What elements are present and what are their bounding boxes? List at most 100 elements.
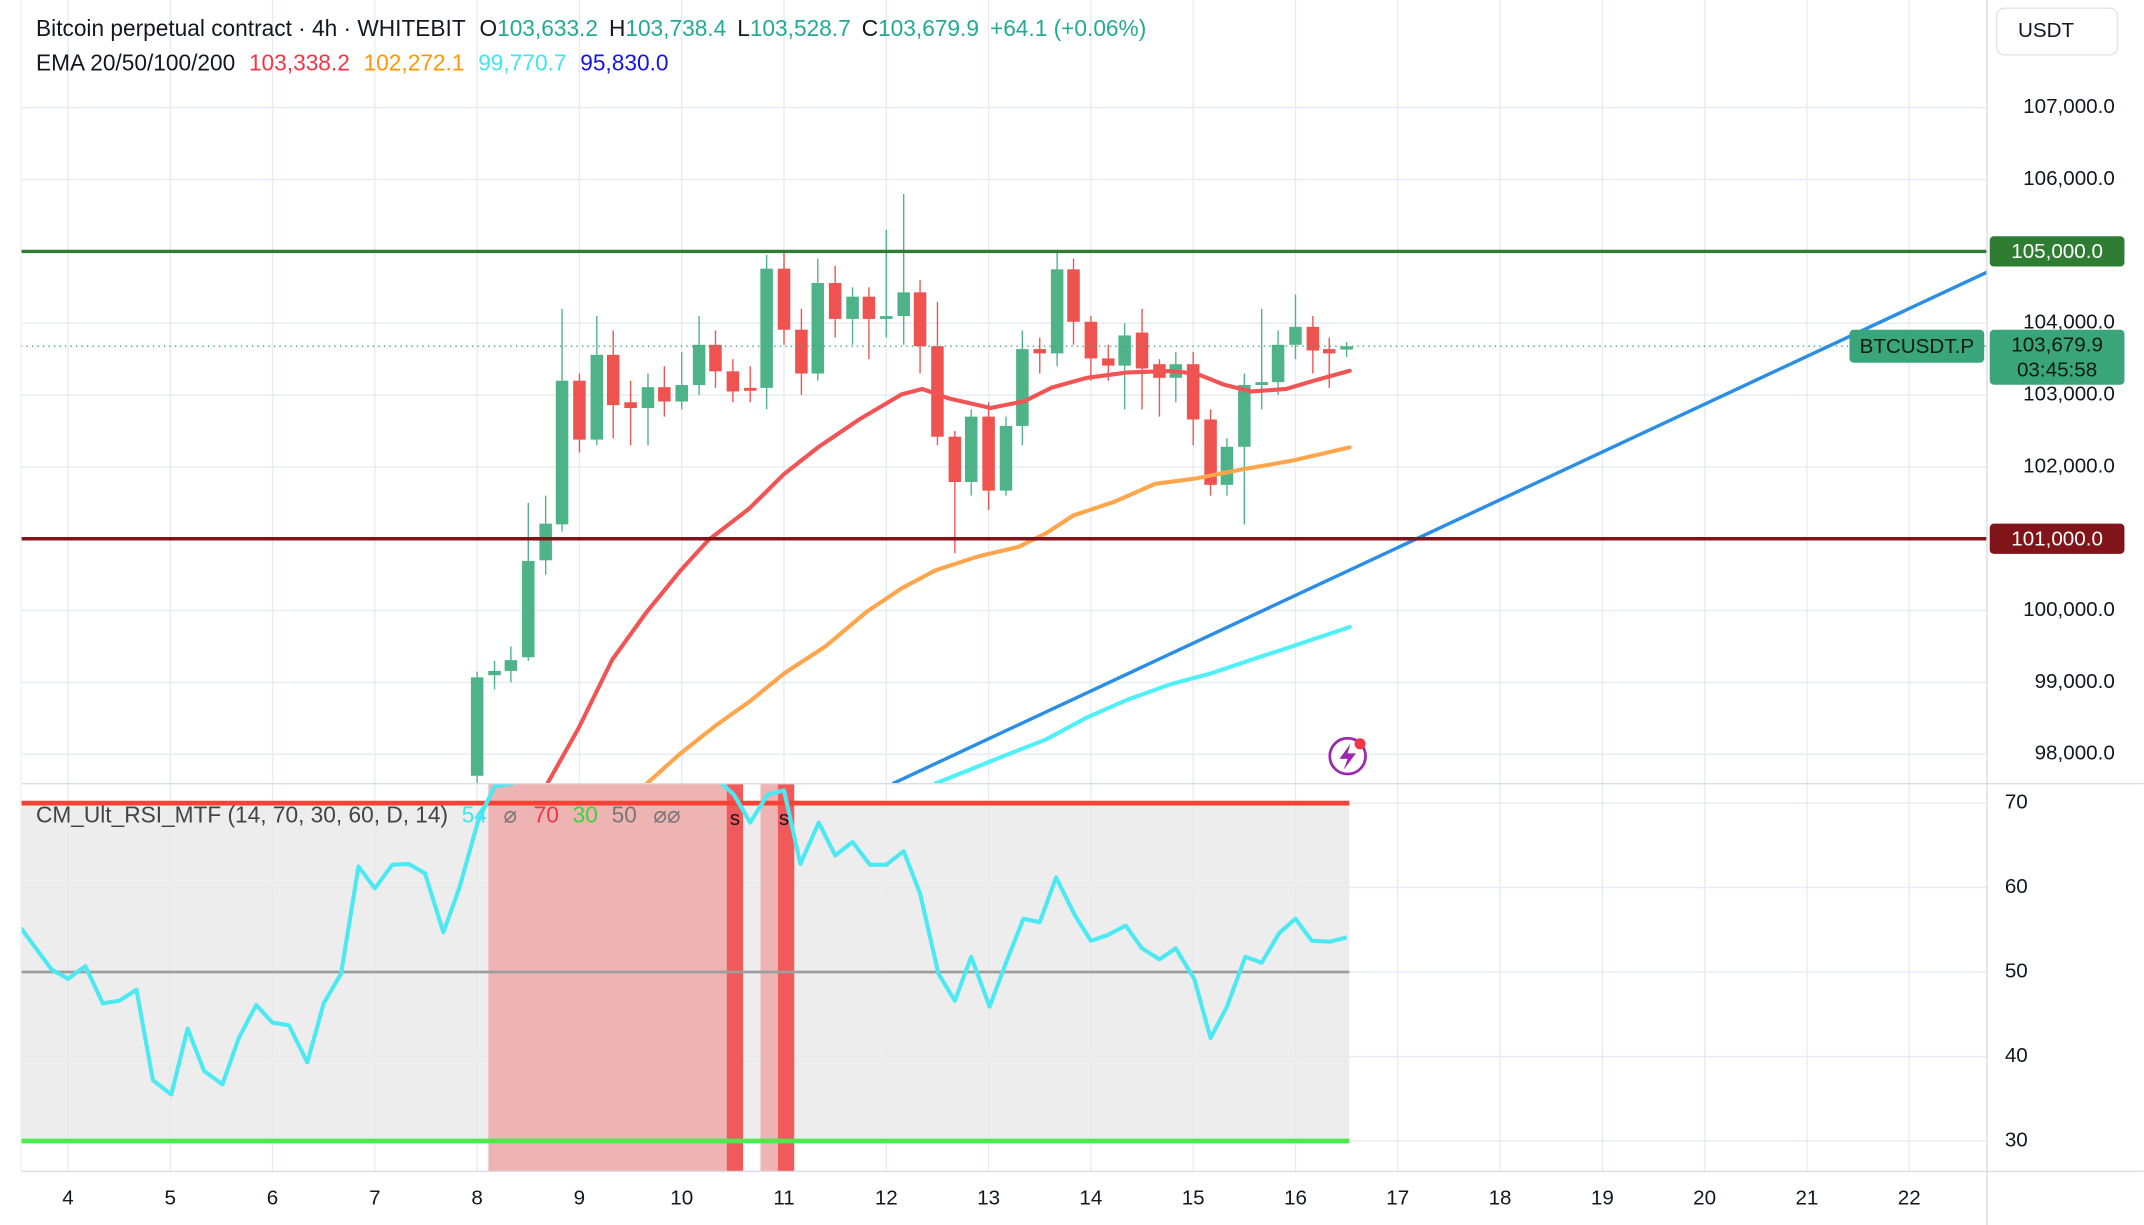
candle-body xyxy=(795,329,808,374)
ohlc-key: O xyxy=(479,15,497,41)
trend-line xyxy=(891,270,1987,784)
candle-body xyxy=(1067,269,1080,322)
candle-body xyxy=(1050,269,1064,354)
candle-body xyxy=(846,296,859,319)
x-tick-label: 13 xyxy=(977,1186,1000,1209)
level-tag xyxy=(1989,236,2125,267)
y-tick-label: 99,000.0 xyxy=(2035,670,2115,693)
candle-body xyxy=(982,416,995,491)
level-tag xyxy=(1989,523,2125,554)
rsi-value: 50 xyxy=(612,802,637,828)
symbol-title: Bitcoin perpetual contract · 4h · WHITEB… xyxy=(36,15,466,41)
x-tick-label: 15 xyxy=(1182,1186,1205,1209)
y-tick-label: 70 xyxy=(2005,791,2028,814)
ohlc-value: 103,738.4 xyxy=(625,15,726,41)
x-tick-label: 22 xyxy=(1898,1186,1921,1209)
candle-body xyxy=(948,436,962,482)
ohlc-value: 103,679.9 xyxy=(878,15,979,41)
signal-label: s xyxy=(779,807,789,830)
y-tick-label: 100,000.0 xyxy=(2023,598,2115,621)
alert-icon[interactable] xyxy=(1328,736,1367,776)
ema-value: 103,338.2 xyxy=(249,50,350,76)
candle-body xyxy=(692,344,706,386)
candle-body xyxy=(539,523,552,561)
candle-body xyxy=(1186,364,1200,420)
price-pane xyxy=(20,193,1987,784)
rsi-value: 30 xyxy=(573,802,598,828)
candle-body xyxy=(1118,335,1131,366)
candle-body xyxy=(658,387,671,402)
y-tick-label: 98,000.0 xyxy=(2035,742,2115,765)
signal-zone xyxy=(726,783,744,1172)
countdown: 03:45:58 xyxy=(2017,358,2097,381)
signal-zone xyxy=(760,783,778,1172)
ohlc-key: H xyxy=(609,15,625,41)
candle-body xyxy=(555,380,569,525)
candle-body xyxy=(913,292,927,347)
change: +64.1 (+0.06%) xyxy=(990,15,1146,41)
candle-body xyxy=(777,268,791,330)
x-tick-label: 19 xyxy=(1591,1186,1614,1209)
candle-body xyxy=(709,344,722,372)
candle-body xyxy=(760,268,773,388)
candle-body xyxy=(1255,382,1268,386)
x-tick-label: 16 xyxy=(1284,1186,1307,1209)
y-tick-label: 107,000.0 xyxy=(2023,95,2115,118)
x-tick-label: 21 xyxy=(1795,1186,1818,1209)
y-tick-label: 104,000.0 xyxy=(2023,311,2115,334)
price-label: 103,679.9 xyxy=(2011,334,2103,357)
candle-body xyxy=(606,354,620,406)
ohlc-value: 103,528.7 xyxy=(750,15,851,41)
alert-bolt[interactable] xyxy=(1339,743,1356,770)
candle-body xyxy=(624,402,637,408)
candle-body xyxy=(811,283,825,374)
y-tick-label: 40 xyxy=(2005,1044,2028,1067)
x-tick-label: 4 xyxy=(62,1186,73,1209)
candle-body xyxy=(1238,385,1251,447)
candle-body xyxy=(1220,446,1234,485)
candle-body xyxy=(573,380,586,440)
candle-body xyxy=(1033,349,1047,354)
y-tick-label: 30 xyxy=(2005,1128,2028,1151)
candle-body xyxy=(1102,358,1115,366)
x-tick-label: 8 xyxy=(471,1186,482,1209)
rsi-value: 54 xyxy=(462,802,487,828)
candle-body xyxy=(470,677,484,776)
candle-body xyxy=(1340,346,1353,350)
candle-body xyxy=(999,425,1013,491)
candle-body xyxy=(726,371,740,392)
y-tick-label: 103,000.0 xyxy=(2023,383,2115,406)
currency-label[interactable]: USDT xyxy=(2018,19,2075,42)
level-label: 105,000.0 xyxy=(2011,240,2103,263)
x-tick-label: 18 xyxy=(1489,1186,1512,1209)
ema-line xyxy=(545,368,1352,784)
axes: 4 5 6 7 8 9 10 11 12 13 14 15 16 17 18 19 20 21 22 98,000.0… xyxy=(62,95,2125,1209)
rsi-line xyxy=(20,783,1348,1097)
ema-legend: EMA 20/50/100/200 103,338.2 102,272.1 99,77… xyxy=(36,50,668,76)
x-tick-label: 11 xyxy=(773,1186,794,1209)
price-tag xyxy=(1989,329,2125,385)
ema-value: 102,272.1 xyxy=(364,50,465,76)
symbol-tag xyxy=(1849,329,1985,363)
rsi-value: ⌀ xyxy=(667,802,681,828)
candle-body xyxy=(1322,349,1336,354)
candle-body xyxy=(1306,326,1320,351)
alert-dot[interactable] xyxy=(1354,738,1366,750)
x-tick-label: 10 xyxy=(670,1186,693,1209)
x-tick-label: 6 xyxy=(267,1186,278,1209)
y-tick-label: 102,000.0 xyxy=(2023,454,2115,477)
candle-body xyxy=(522,560,535,658)
candle-body xyxy=(1289,326,1302,345)
y-tick-label: 60 xyxy=(2005,875,2028,898)
ema-value: 99,770.7 xyxy=(478,50,566,76)
signal-label: s xyxy=(730,807,740,830)
x-tick-label: 14 xyxy=(1079,1186,1102,1209)
ohlc-key: L xyxy=(737,15,750,41)
currency-button[interactable] xyxy=(1995,7,2119,56)
candle-body xyxy=(862,296,876,319)
signal-zone xyxy=(488,783,727,1172)
rsi-value: ⌀ xyxy=(504,802,518,828)
x-tick-label: 7 xyxy=(369,1186,380,1209)
